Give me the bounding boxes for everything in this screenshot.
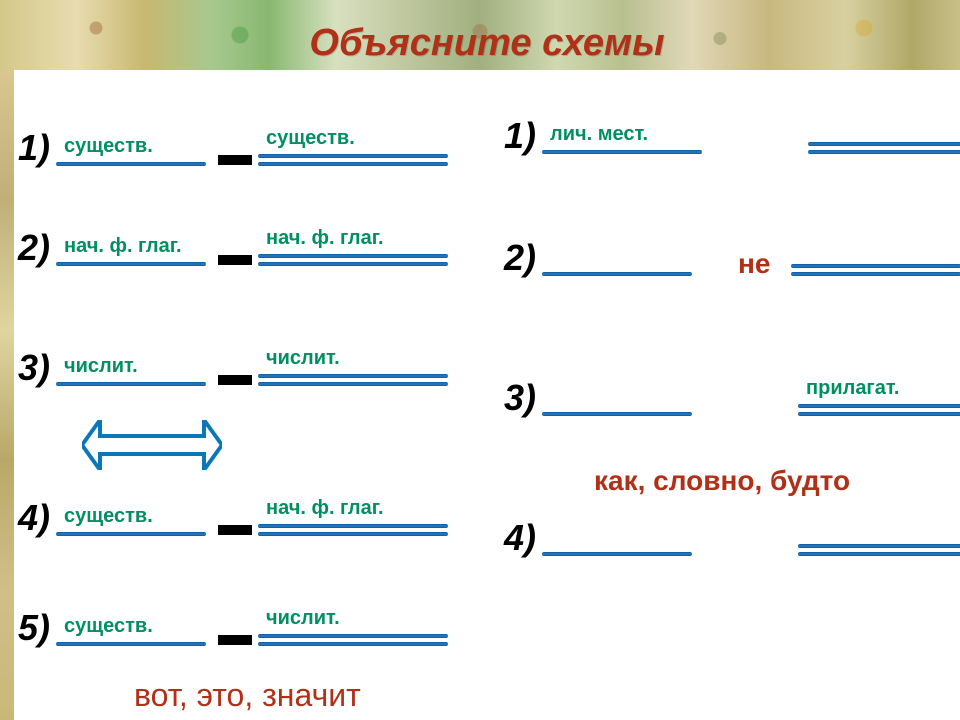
predicate-line <box>791 264 960 276</box>
slide-content: Объясните схемы 1)существ.существ.2)нач.… <box>14 70 960 720</box>
part-of-speech-label: нач. ф. глаг. <box>266 227 384 250</box>
subject-line <box>56 642 206 646</box>
predicate-line <box>258 374 448 386</box>
predicate-line <box>258 634 448 646</box>
dash-separator <box>218 635 252 645</box>
left-row: 5) существ. числит. <box>18 610 454 646</box>
part-of-speech-label: существ. <box>64 505 153 528</box>
subject-line <box>542 150 702 154</box>
sentence-member: нач. ф. глаг. <box>258 524 448 536</box>
comparative-words: как, словно, будто <box>594 465 850 497</box>
page-title: Объясните схемы <box>14 22 960 65</box>
sentence-member <box>791 264 960 276</box>
part-of-speech-label: лич. мест. <box>550 123 648 146</box>
subject-line <box>56 382 206 386</box>
row-number: 4) <box>504 520 536 556</box>
subject-line <box>542 272 692 276</box>
predicate-line <box>808 142 960 154</box>
part-of-speech-label: нач. ф. глаг. <box>266 497 384 520</box>
sentence-member: существ. <box>56 642 206 646</box>
part-of-speech-label: числит. <box>266 347 340 370</box>
left-row: 3) числит. числит. <box>18 350 454 386</box>
sentence-member <box>798 544 960 556</box>
subject-line <box>542 412 692 416</box>
predicate-line <box>798 404 960 416</box>
row-number: 4) <box>18 500 50 536</box>
row-number: 3) <box>18 350 50 386</box>
sentence-member: прилагат. <box>798 404 960 416</box>
part-of-speech-label: существ. <box>64 135 153 158</box>
sentence-member <box>808 142 960 154</box>
part-of-speech-label: прилагат. <box>806 377 899 400</box>
part-of-speech-label: существ. <box>64 615 153 638</box>
sentence-member: числит. <box>258 634 448 646</box>
left-row: 2) нач. ф. глаг. нач. ф. глаг. <box>18 230 454 266</box>
sentence-member: существ. <box>56 532 206 536</box>
left-row: 4) существ. нач. ф. глаг. <box>18 500 454 536</box>
row-number: 5) <box>18 610 50 646</box>
right-row: 4) <box>504 520 960 556</box>
sentence-member: лич. мест. <box>542 150 702 154</box>
row-number: 1) <box>504 118 536 154</box>
sentence-member: нач. ф. глаг. <box>56 262 206 266</box>
right-row: 1) лич. мест. <box>504 118 960 154</box>
dash-separator <box>218 155 252 165</box>
double-arrow-icon <box>82 420 222 470</box>
sentence-member <box>542 412 692 416</box>
row-number: 2) <box>504 240 536 276</box>
sentence-member: существ. <box>56 162 206 166</box>
part-of-speech-label: нач. ф. глаг. <box>64 235 182 258</box>
right-row: 2)не <box>504 240 960 276</box>
decorative-left-strip <box>0 70 14 720</box>
sentence-member <box>542 552 692 556</box>
subject-line <box>56 262 206 266</box>
dash-separator <box>218 525 252 535</box>
right-row: 3) прилагат. <box>504 380 960 416</box>
sentence-member: нач. ф. глаг. <box>258 254 448 266</box>
sentence-member: числит. <box>56 382 206 386</box>
row-number: 3) <box>504 380 536 416</box>
particle-word: не <box>738 248 770 280</box>
subject-line <box>56 532 206 536</box>
row-number: 1) <box>18 130 50 166</box>
predicate-line <box>258 254 448 266</box>
subject-line <box>542 552 692 556</box>
part-of-speech-label: существ. <box>266 127 355 150</box>
part-of-speech-label: числит. <box>266 607 340 630</box>
sentence-member <box>542 272 692 276</box>
sentence-member: существ. <box>258 154 448 166</box>
sentence-member: числит. <box>258 374 448 386</box>
part-of-speech-label: числит. <box>64 355 138 378</box>
dash-separator <box>218 255 252 265</box>
row-number: 2) <box>18 230 50 266</box>
predicate-line <box>258 154 448 166</box>
subject-line <box>56 162 206 166</box>
predicate-line <box>258 524 448 536</box>
left-row: 1) существ. существ. <box>18 130 454 166</box>
predicate-line <box>798 544 960 556</box>
footer-words: вот, это, значит <box>134 677 361 714</box>
dash-separator <box>218 375 252 385</box>
